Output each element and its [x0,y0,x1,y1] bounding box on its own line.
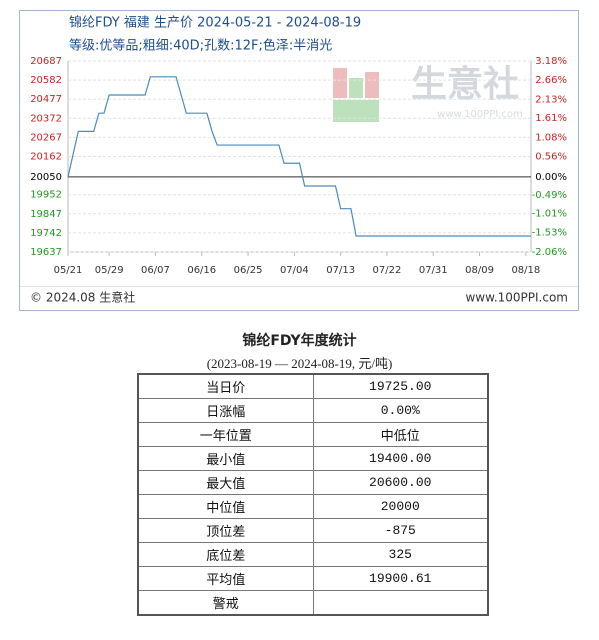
stat-value: 0.00% [312,398,489,423]
stat-value: 20000 [312,494,489,519]
y-tick-label: 20582 [30,75,62,86]
x-tick-label: 06/25 [234,265,263,276]
stat-value: 19725.00 [312,373,489,399]
x-tick-label: 06/16 [187,265,216,276]
watermark-brand: 生意社 [411,64,519,105]
table-row: 当日价 19725.00 [137,373,489,399]
stat-label: 警戒 [137,590,314,616]
x-tick-label: 07/13 [326,265,355,276]
y2-tick-label: -2.06% [532,247,567,258]
x-tick-label: 08/09 [465,265,494,276]
table-row: 警戒 [137,590,489,616]
x-tick-label: 06/07 [141,265,170,276]
stats-table: 当日价 19725.00 日涨幅 0.00% 一年位置 中低位 最小值 19400.00 最大值… [137,373,489,616]
table-row: 顶位差 -875 [137,518,489,543]
table-row: 最大值 20600.00 [137,470,489,495]
x-tick-label: 08/18 [511,265,540,276]
x-tick-label: 05/21 [54,265,83,276]
table-row: 底位差 325 [137,542,489,567]
chart-subtitle: 等级:优等品;粗细:40D;孔数:12F;色泽:半消光 [69,38,332,54]
y-tick-label: 19952 [30,190,62,201]
stat-value: 中低位 [312,422,489,447]
table-row: 日涨幅 0.00% [137,398,489,423]
y-tick-label: 20372 [30,113,62,124]
y-tick-label: 19742 [30,228,62,239]
y2-tick-label: 2.13% [535,94,567,105]
stat-label: 底位差 [137,542,314,567]
y-tick-label: 20050 [30,172,62,183]
stat-label: 日涨幅 [137,398,314,423]
table-row: 最小值 19400.00 [137,446,489,471]
table-row: 中位值 20000 [137,494,489,519]
stat-label: 最大值 [137,470,314,495]
stat-value: 19400.00 [312,446,489,471]
stat-label: 一年位置 [137,422,314,447]
y-tick-label: 19847 [30,209,62,220]
stat-value: 19900.61 [312,566,489,591]
stat-value [312,590,489,616]
y-tick-label: 20477 [30,94,62,105]
stat-label: 中位值 [137,494,314,519]
x-tick-label: 07/22 [373,265,402,276]
y2-tick-label: -0.49% [532,190,567,201]
y2-tick-label: -1.01% [532,209,567,220]
x-tick-label: 07/04 [280,265,309,276]
footer-url: www.100PPI.com [465,291,568,305]
table-title: 锦纶FDY年度统计 [242,333,357,349]
stat-value: 20600.00 [312,470,489,495]
stat-value: -875 [312,518,489,543]
chart: 生意社 www.100PPI.com 锦纶FDY 福建 生产价 2024-05-… [19,10,579,311]
stat-label: 平均值 [137,566,314,591]
y-tick-label: 20687 [30,56,62,67]
y-tick-label: 20162 [30,152,62,163]
table-subtitle: (2023-08-19 — 2024-08-19, 元/吨) [206,356,393,371]
stat-value: 325 [312,542,489,567]
y2-tick-label: 0.56% [535,152,567,163]
price-line [67,76,531,237]
y2-tick-label: 1.08% [535,133,567,144]
y-tick-label: 20267 [30,132,62,143]
y2-tick-label: 1.61% [535,113,567,124]
footer-copyright: © 2024.08 生意社 [30,290,135,305]
y2-tick-label: 3.18% [535,56,567,67]
y2-tick-label: 2.66% [535,75,567,86]
watermark-logo [333,68,379,122]
watermark-url: www.100PPI.com [437,109,522,120]
stat-label: 当日价 [137,373,314,399]
y2-tick-label: -1.53% [532,228,567,239]
y-tick-label: 19637 [30,247,62,258]
stat-label: 顶位差 [137,518,314,543]
table-row: 一年位置 中低位 [137,422,489,447]
x-tick-label: 07/31 [419,265,448,276]
chart-title: 锦纶FDY 福建 生产价 2024-05-21 - 2024-08-19 [69,16,361,31]
x-tick-label: 05/29 [95,265,124,276]
stat-label: 最小值 [137,446,314,471]
table-row: 平均值 19900.61 [137,566,489,591]
y2-tick-label: 0.00% [535,172,567,183]
